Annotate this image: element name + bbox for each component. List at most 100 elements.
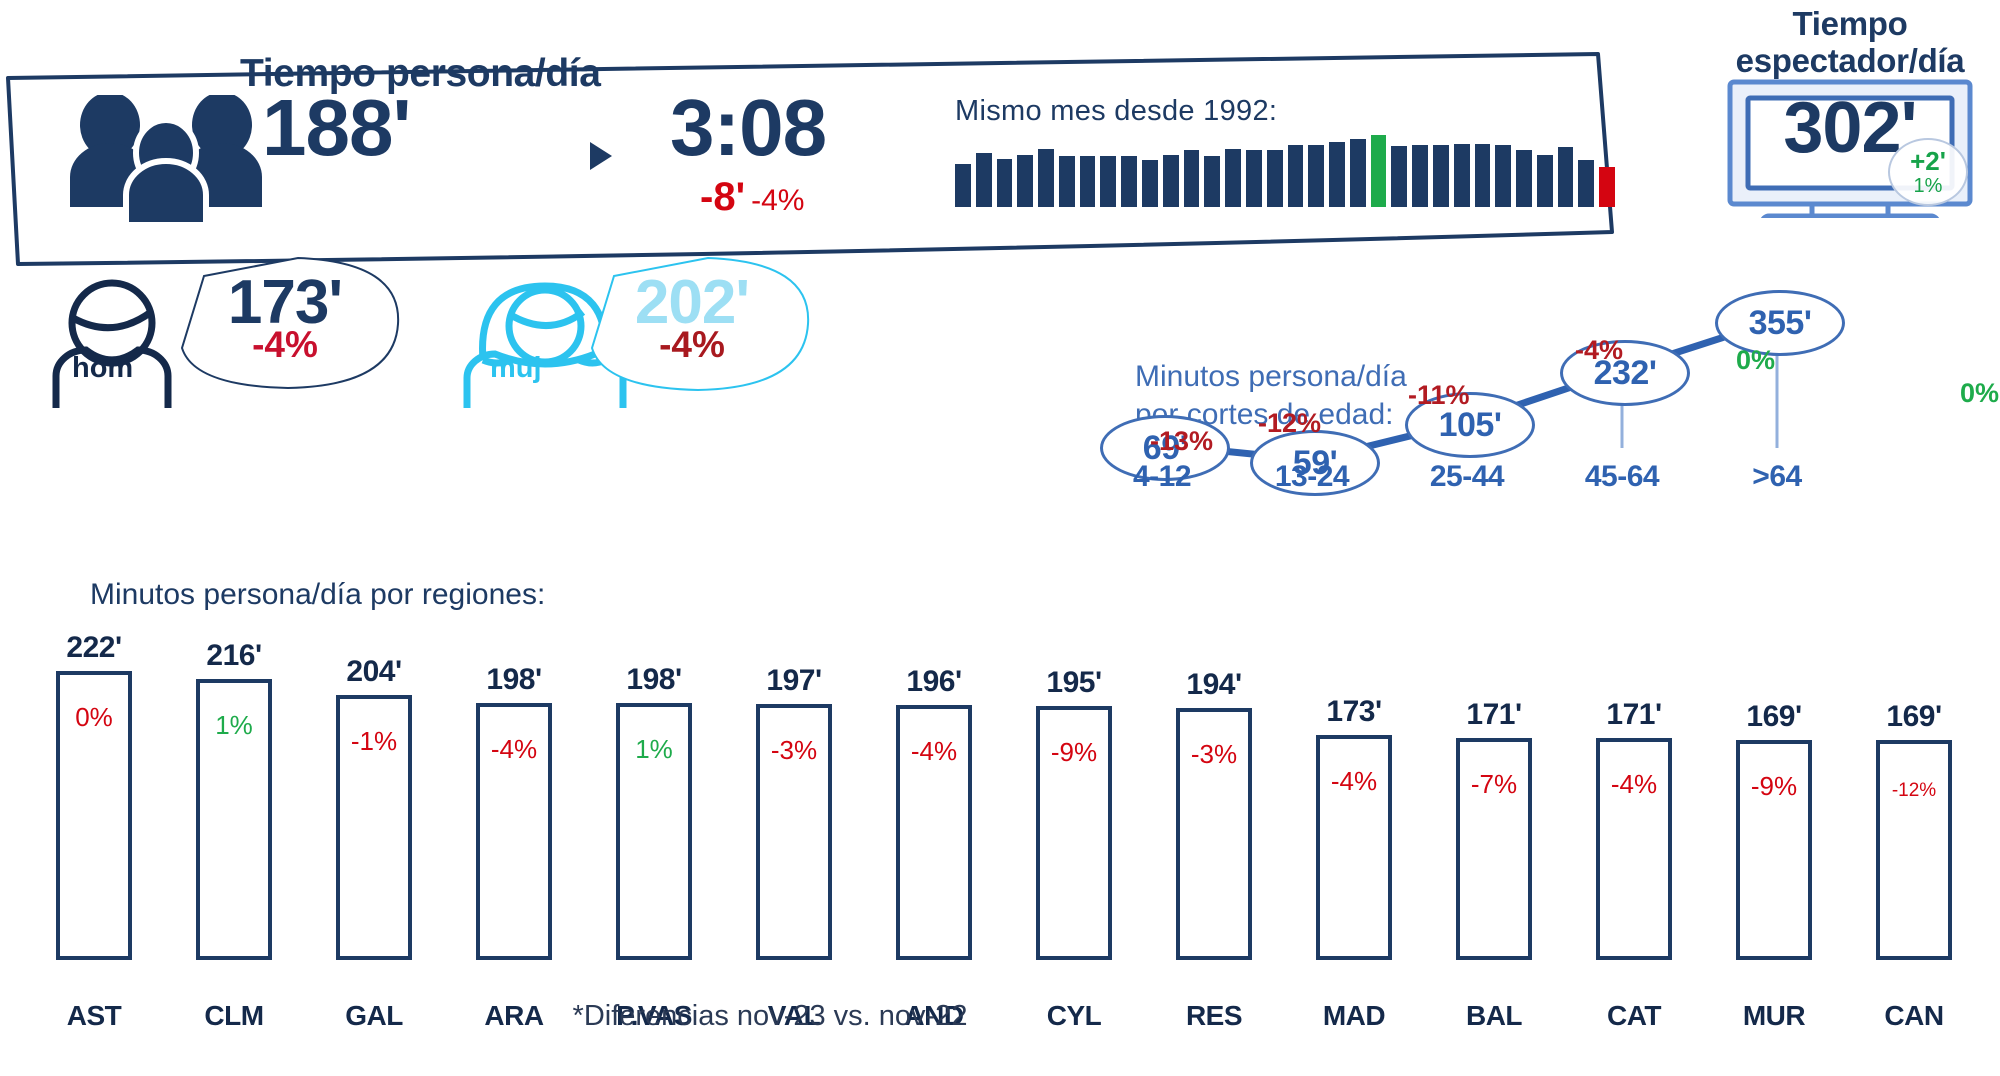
sparkline-bar — [1536, 154, 1553, 207]
sparkline-bar — [975, 152, 992, 207]
region-category-label: MUR — [1742, 1000, 1806, 1031]
region-value-label: 198' — [486, 663, 542, 696]
age-delta-25-44: -11% — [1408, 380, 1470, 410]
sparkline-bar — [1038, 149, 1054, 207]
region-value-label: 171' — [1466, 698, 1522, 731]
age-node-13-24[interactable]: 59' — [1250, 430, 1380, 496]
region-bar[interactable] — [756, 704, 832, 960]
age-category-label: 25-44 — [1429, 460, 1505, 493]
region-bar[interactable] — [196, 679, 272, 960]
age-node->64[interactable]: 355' — [1715, 290, 1845, 356]
regions-chart: 222' 0% AST 216' 1% CLM 204' -1% GAL 198' -4% ARA 19… — [40, 620, 2000, 1031]
sparkline-bar — [1516, 150, 1532, 207]
region-delta-label: 1% — [635, 734, 673, 764]
region-bar[interactable] — [1456, 738, 1532, 960]
region-column[interactable]: 169' -9% MUR — [1730, 648, 1818, 1031]
region-category-label: AND — [904, 1000, 964, 1031]
region-value-label: 169' — [1886, 700, 1942, 733]
region-bar[interactable] — [1596, 738, 1672, 960]
sparkline-bar — [1432, 145, 1449, 207]
tv-badge-absolute: +2' — [1910, 146, 1946, 176]
sparkline-bar — [1017, 154, 1034, 207]
sparkline-bar — [1287, 145, 1304, 207]
sparkline-chart — [955, 135, 1615, 207]
region-column[interactable]: 204' -1% GAL — [330, 648, 418, 1031]
region-bar[interactable] — [1736, 740, 1812, 960]
region-column[interactable]: 171' -4% CAT — [1590, 648, 1678, 1031]
region-column[interactable]: 195' -9% CYL — [1030, 648, 1118, 1031]
age-title-line1: Minutos persona/día — [1135, 360, 1407, 393]
region-delta-label: -4% — [910, 736, 958, 766]
sparkline-bar — [1058, 155, 1075, 207]
region-column[interactable]: 194' -3% RES — [1170, 648, 1258, 1031]
region-value-label: 195' — [1046, 666, 1102, 699]
region-category-label: P.VAS — [616, 1000, 692, 1031]
region-bar[interactable] — [896, 705, 972, 960]
region-value-label: 197' — [766, 664, 822, 697]
age-category-label: 45-64 — [1584, 460, 1660, 493]
region-bar[interactable] — [1036, 706, 1112, 960]
sparkline-bar — [1162, 154, 1179, 207]
region-delta-label: 0% — [75, 702, 113, 732]
region-column[interactable]: 169' -12% CAN — [1870, 648, 1958, 1031]
tv-title-line1: Tiempo — [1792, 5, 1908, 42]
sparkline-bar — [1349, 139, 1366, 207]
age-delta-45-64: -4% — [1575, 335, 1624, 365]
region-bar[interactable] — [1876, 740, 1952, 960]
sparkline-bar — [1495, 145, 1512, 207]
region-category-label: BAL — [1465, 1000, 1523, 1031]
region-bar[interactable] — [476, 703, 552, 960]
region-column[interactable]: 198' 1% P.VAS — [610, 648, 698, 1031]
region-category-label: GAL — [345, 1000, 403, 1031]
region-category-label: RES — [1185, 1000, 1243, 1031]
banner-title: Tiempo persona/día — [240, 52, 601, 95]
region-column[interactable]: 173' -4% MAD — [1310, 648, 1398, 1031]
region-delta-label: -9% — [1750, 771, 1798, 801]
sparkline-bar — [1578, 159, 1595, 207]
region-category-label: CLM — [204, 1000, 264, 1031]
banner-delta-absolute: -8' — [700, 175, 746, 219]
age-delta-13-24: -12% — [1258, 408, 1322, 438]
male-speech-bubble — [180, 256, 400, 390]
region-value-label: 222' — [66, 631, 122, 664]
female-percent: -4% — [659, 324, 725, 365]
banner-time-value: 3:08 — [670, 83, 827, 172]
sparkline-bar — [1412, 145, 1428, 207]
region-column[interactable]: 197' -3% VAL — [750, 648, 838, 1031]
people-group-icon — [70, 95, 262, 225]
region-bar[interactable] — [56, 671, 132, 960]
region-delta-label: -9% — [1050, 737, 1098, 767]
banner-delta: -8' -4% — [700, 175, 804, 220]
age-category-label: 13-24 — [1274, 460, 1350, 493]
region-value-label: 196' — [906, 665, 962, 698]
region-column[interactable]: 222' 0% AST — [50, 631, 138, 1031]
sparkline-bar — [1557, 147, 1574, 207]
region-delta-label: 1% — [215, 710, 253, 740]
region-bar[interactable] — [616, 703, 692, 960]
age-node-25-44[interactable]: 105' — [1405, 392, 1535, 458]
region-column[interactable]: 196' -4% AND — [890, 648, 978, 1031]
age-node-45-64[interactable]: 232' — [1560, 340, 1690, 406]
tv-badge-percent: 1% — [1913, 175, 1943, 197]
age-node-4-12[interactable]: 69' — [1100, 415, 1230, 481]
play-triangle-icon — [590, 142, 612, 170]
region-column[interactable]: 171' -7% BAL — [1450, 648, 1538, 1031]
region-bar[interactable] — [1316, 735, 1392, 960]
sparkline-bar — [1142, 159, 1158, 207]
region-value-label: 169' — [1746, 700, 1802, 733]
female-value: 202' — [634, 268, 750, 337]
region-delta-label: -4% — [490, 734, 538, 764]
regions-chart-title: Minutos persona/día por regiones: — [90, 578, 546, 611]
male-label: hom — [72, 352, 134, 384]
region-category-label: ARA — [484, 1000, 544, 1031]
region-delta-label: -4% — [1330, 766, 1378, 796]
age-chart-title: Minutos persona/día por cortes de edad: — [1135, 358, 1407, 433]
region-column[interactable]: 216' 1% CLM — [190, 639, 278, 1031]
region-bar[interactable] — [1176, 708, 1252, 960]
region-delta-label: -12% — [1891, 780, 1937, 801]
age-category-label: >64 — [1752, 460, 1802, 493]
region-column[interactable]: 198' -4% ARA — [470, 648, 558, 1031]
sparkline-bar — [1474, 144, 1491, 207]
region-bar[interactable] — [336, 695, 412, 960]
